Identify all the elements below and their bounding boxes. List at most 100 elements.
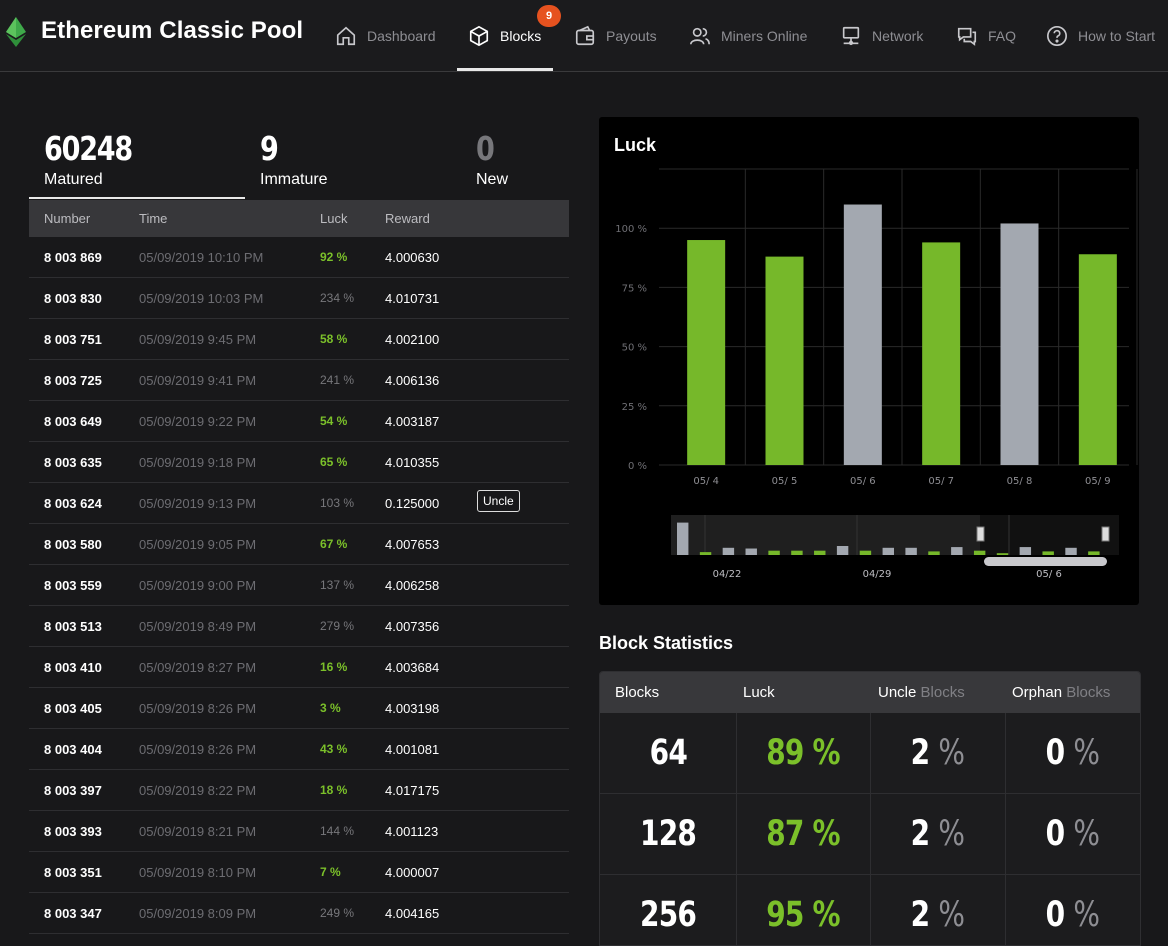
- table-row[interactable]: 8 003 351 05/09/2019 8:10 PM 7 % 4.000007: [29, 852, 569, 893]
- navigator-bar: [791, 550, 803, 555]
- luck-bar: [765, 256, 804, 465]
- block-luck: 144 %: [320, 824, 355, 838]
- block-luck: 65 %: [320, 455, 348, 469]
- block-number[interactable]: 8 003 751: [44, 331, 102, 347]
- block-number[interactable]: 8 003 559: [44, 577, 102, 593]
- col-reward[interactable]: Reward: [385, 211, 430, 226]
- col-time[interactable]: Time: [139, 211, 168, 226]
- luck-chart-panel: Luck 0 % 25 % 50 % 75 % 100 % 05/ 4 05/ 5 05/ 6…: [599, 117, 1139, 605]
- stats-luck: 95 %: [765, 895, 840, 935]
- block-time: 05/09/2019 9:18 PM: [139, 454, 257, 470]
- nav-payouts-label: Payouts: [606, 27, 657, 44]
- block-time: 05/09/2019 9:13 PM: [139, 495, 257, 511]
- block-number[interactable]: 8 003 393: [44, 823, 102, 839]
- nav-how-to-start[interactable]: How to Start: [1046, 0, 1155, 71]
- top-header: Ethereum Classic Pool Dashboard Blocks 9…: [0, 0, 1168, 72]
- table-row[interactable]: 8 003 869 05/09/2019 10:10 PM 92 % 4.000630: [29, 237, 569, 278]
- stats-luck-cell: 87 %: [735, 794, 871, 875]
- navigator-bar: [951, 547, 963, 555]
- nav-miners-online[interactable]: Miners Online: [689, 0, 807, 71]
- navigator-bar: [996, 553, 1009, 555]
- block-time: 05/09/2019 8:26 PM: [139, 700, 257, 716]
- table-row[interactable]: 8 003 751 05/09/2019 9:45 PM 58 % 4.002100: [29, 319, 569, 360]
- percent-sign: %: [938, 814, 965, 854]
- block-reward: 4.002100: [385, 331, 440, 347]
- table-row[interactable]: 8 003 649 05/09/2019 9:22 PM 54 % 4.003187: [29, 401, 569, 442]
- block-luck: 16 %: [320, 660, 348, 674]
- block-number[interactable]: 8 003 351: [44, 864, 102, 880]
- nav-start-label: How to Start: [1078, 27, 1156, 44]
- table-row[interactable]: 8 003 635 05/09/2019 9:18 PM 65 % 4.010355: [29, 442, 569, 483]
- question-circle-icon: [1047, 25, 1067, 46]
- block-reward: 4.000630: [385, 249, 440, 265]
- table-row[interactable]: 8 003 397 05/09/2019 8:22 PM 18 % 4.017175: [29, 770, 569, 811]
- stats-uncle-rate: 2: [910, 895, 931, 935]
- table-row[interactable]: 8 003 725 05/09/2019 9:41 PM 241 % 4.006136: [29, 360, 569, 401]
- nav-dashboard[interactable]: Dashboard: [335, 0, 436, 71]
- col-number[interactable]: Number: [44, 211, 91, 226]
- table-row[interactable]: 8 003 393 05/09/2019 8:21 PM 144 % 4.001123: [29, 811, 569, 852]
- block-time: 05/09/2019 10:03 PM: [139, 290, 264, 306]
- table-row[interactable]: 8 003 347 05/09/2019 8:09 PM 249 % 4.004165: [29, 893, 569, 934]
- navigator-left-handle: [976, 526, 985, 542]
- block-luck: 7 %: [320, 865, 341, 879]
- navigator-date-label: 04/22: [713, 569, 742, 580]
- block-number[interactable]: 8 003 513: [44, 618, 102, 634]
- block-reward: 4.001081: [385, 741, 440, 757]
- block-number[interactable]: 8 003 404: [44, 741, 102, 757]
- nav-blocks[interactable]: Blocks: [468, 0, 541, 71]
- stats-block-count-value: 64: [649, 733, 687, 773]
- table-row[interactable]: 8 003 580 05/09/2019 9:05 PM 67 % 4.007653: [29, 524, 569, 565]
- blocks-table: Number Time Luck Reward 8 003 869 05/09/2…: [29, 200, 569, 934]
- y-tick-label: 25 %: [622, 402, 647, 413]
- immature-label: Immature: [260, 171, 328, 188]
- navigator-bar: [1088, 551, 1100, 555]
- block-number[interactable]: 8 003 410: [44, 659, 102, 675]
- brand-title[interactable]: Ethereum Classic Pool: [41, 17, 304, 44]
- block-number[interactable]: 8 003 580: [44, 536, 102, 552]
- col-luck[interactable]: Luck: [320, 211, 348, 226]
- nav-faq[interactable]: FAQ: [956, 0, 1016, 71]
- block-luck: 137 %: [320, 578, 355, 592]
- block-number[interactable]: 8 003 869: [44, 249, 102, 265]
- block-time: 05/09/2019 10:10 PM: [139, 249, 264, 265]
- y-tick-label: 50 %: [622, 343, 647, 354]
- new-count: 0: [476, 129, 495, 168]
- block-number[interactable]: 8 003 405: [44, 700, 102, 716]
- table-row[interactable]: 8 003 513 05/09/2019 8:49 PM 279 % 4.007356: [29, 606, 569, 647]
- block-number[interactable]: 8 003 624: [44, 495, 102, 511]
- table-row[interactable]: 8 003 559 05/09/2019 9:00 PM 137 % 4.006258: [29, 565, 569, 606]
- percent-sign: %: [1073, 733, 1100, 773]
- nav-network[interactable]: Network: [840, 0, 923, 71]
- block-number[interactable]: 8 003 397: [44, 782, 102, 798]
- block-number[interactable]: 8 003 725: [44, 372, 102, 388]
- wallet-icon: [575, 25, 595, 45]
- bs-col-uncle-suffix: Blocks: [920, 684, 965, 701]
- table-row[interactable]: 8 003 410 05/09/2019 8:27 PM 16 % 4.003684: [29, 647, 569, 688]
- stats-orphan-rate-cell: 0 %: [1005, 875, 1140, 945]
- block-time: 05/09/2019 8:26 PM: [139, 741, 257, 757]
- block-time: 05/09/2019 9:22 PM: [139, 413, 257, 429]
- table-row[interactable]: 8 003 624 05/09/2019 9:13 PM 103 % 0.125000…: [29, 483, 569, 524]
- tab-immature[interactable]: 9 Immature: [260, 130, 460, 189]
- tab-new[interactable]: 0 New: [476, 130, 676, 189]
- percent-sign: %: [1073, 895, 1100, 935]
- stats-uncle-rate-cell: 2 %: [870, 713, 1006, 794]
- immature-count: 9: [260, 129, 279, 168]
- table-row[interactable]: 8 003 404 05/09/2019 8:26 PM 43 % 4.001081: [29, 729, 569, 770]
- tab-matured[interactable]: 60248 Matured: [44, 130, 244, 189]
- table-row[interactable]: 8 003 405 05/09/2019 8:26 PM 3 % 4.003198: [29, 688, 569, 729]
- block-time: 05/09/2019 8:49 PM: [139, 618, 257, 634]
- table-row[interactable]: 8 003 830 05/09/2019 10:03 PM 234 % 4.01073…: [29, 278, 569, 319]
- block-time: 05/09/2019 8:21 PM: [139, 823, 257, 839]
- nav-payouts[interactable]: Payouts: [574, 0, 657, 71]
- block-number[interactable]: 8 003 635: [44, 454, 102, 470]
- block-number[interactable]: 8 003 830: [44, 290, 102, 306]
- ethereum-logo-icon[interactable]: [6, 17, 26, 47]
- block-number[interactable]: 8 003 649: [44, 413, 102, 429]
- block-number[interactable]: 8 003 347: [44, 905, 102, 921]
- luck-chart[interactable]: 0 % 25 % 50 % 75 % 100 % 05/ 4 05/ 5 05/ 6 05/ 7…: [599, 117, 1139, 605]
- block-luck: 234 %: [320, 291, 355, 305]
- stats-block-count: 128: [639, 814, 697, 854]
- stats-uncle-rate: 2: [910, 814, 931, 854]
